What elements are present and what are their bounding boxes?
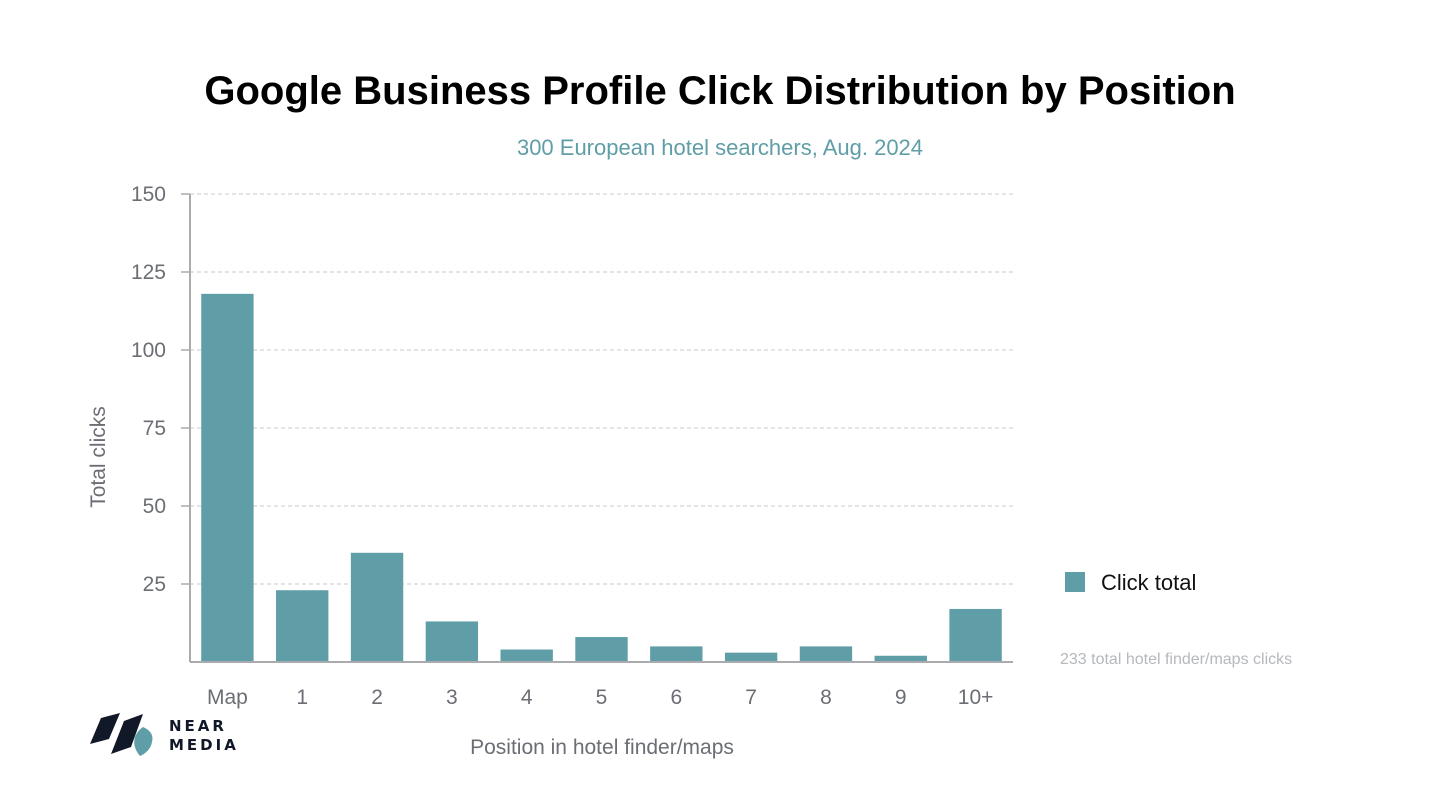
logo-mark-middle	[111, 714, 143, 754]
x-tick-label: Map	[207, 686, 248, 709]
y-tick-label: 75	[143, 417, 166, 440]
logo-mark-left	[90, 713, 120, 744]
x-tick-label: 4	[521, 686, 533, 709]
gridlines	[190, 193, 1013, 585]
chart-title: Google Business Profile Click Distributi…	[204, 69, 1235, 113]
x-tick-labels: Map 1 2 3 4 5 6 7 8 9 10+	[207, 686, 993, 709]
bars	[201, 293, 1002, 662]
chart-subtitle: 300 European hotel searchers, Aug. 2024	[517, 135, 923, 160]
bar	[949, 608, 1002, 662]
logo-text-near: NEAR	[169, 717, 227, 735]
bar	[276, 590, 329, 662]
bar	[425, 621, 479, 662]
x-tick-label: 9	[895, 686, 907, 709]
x-tick-label: 10+	[958, 686, 994, 709]
bar	[724, 652, 778, 662]
x-tick-label: 5	[596, 686, 608, 709]
logo-text-media: MEDIA	[169, 736, 239, 754]
total-clicks-note: 233 total hotel finder/maps clicks	[1060, 651, 1292, 668]
y-tick-label: 50	[143, 495, 166, 518]
x-tick-label: 1	[296, 686, 308, 709]
bar	[650, 646, 703, 662]
y-tick-label: 125	[131, 261, 166, 284]
y-tick-label: 100	[131, 339, 166, 362]
y-axis-label: Total clicks	[87, 406, 110, 508]
legend-swatch	[1065, 572, 1085, 592]
legend: Click total	[1065, 570, 1196, 595]
axes	[181, 193, 1013, 663]
bar	[874, 655, 927, 662]
y-tick-label: 150	[131, 183, 166, 206]
x-tick-label: 8	[820, 686, 832, 709]
x-axis-label: Position in hotel finder/maps	[470, 736, 734, 759]
y-tick-label: 25	[143, 573, 166, 596]
bar	[575, 637, 628, 662]
logo-mark-drop	[134, 727, 153, 756]
bar	[201, 293, 254, 662]
y-tick-labels: 25 50 75 100 125 150	[131, 183, 166, 596]
near-media-logo: NEAR MEDIA	[90, 713, 239, 756]
bar	[799, 646, 853, 662]
x-tick-label: 7	[745, 686, 757, 709]
bar	[350, 552, 404, 662]
x-tick-label: 3	[446, 686, 458, 709]
bar	[500, 649, 553, 662]
legend-label: Click total	[1101, 570, 1196, 595]
x-tick-label: 6	[670, 686, 682, 709]
x-tick-label: 2	[371, 686, 383, 709]
